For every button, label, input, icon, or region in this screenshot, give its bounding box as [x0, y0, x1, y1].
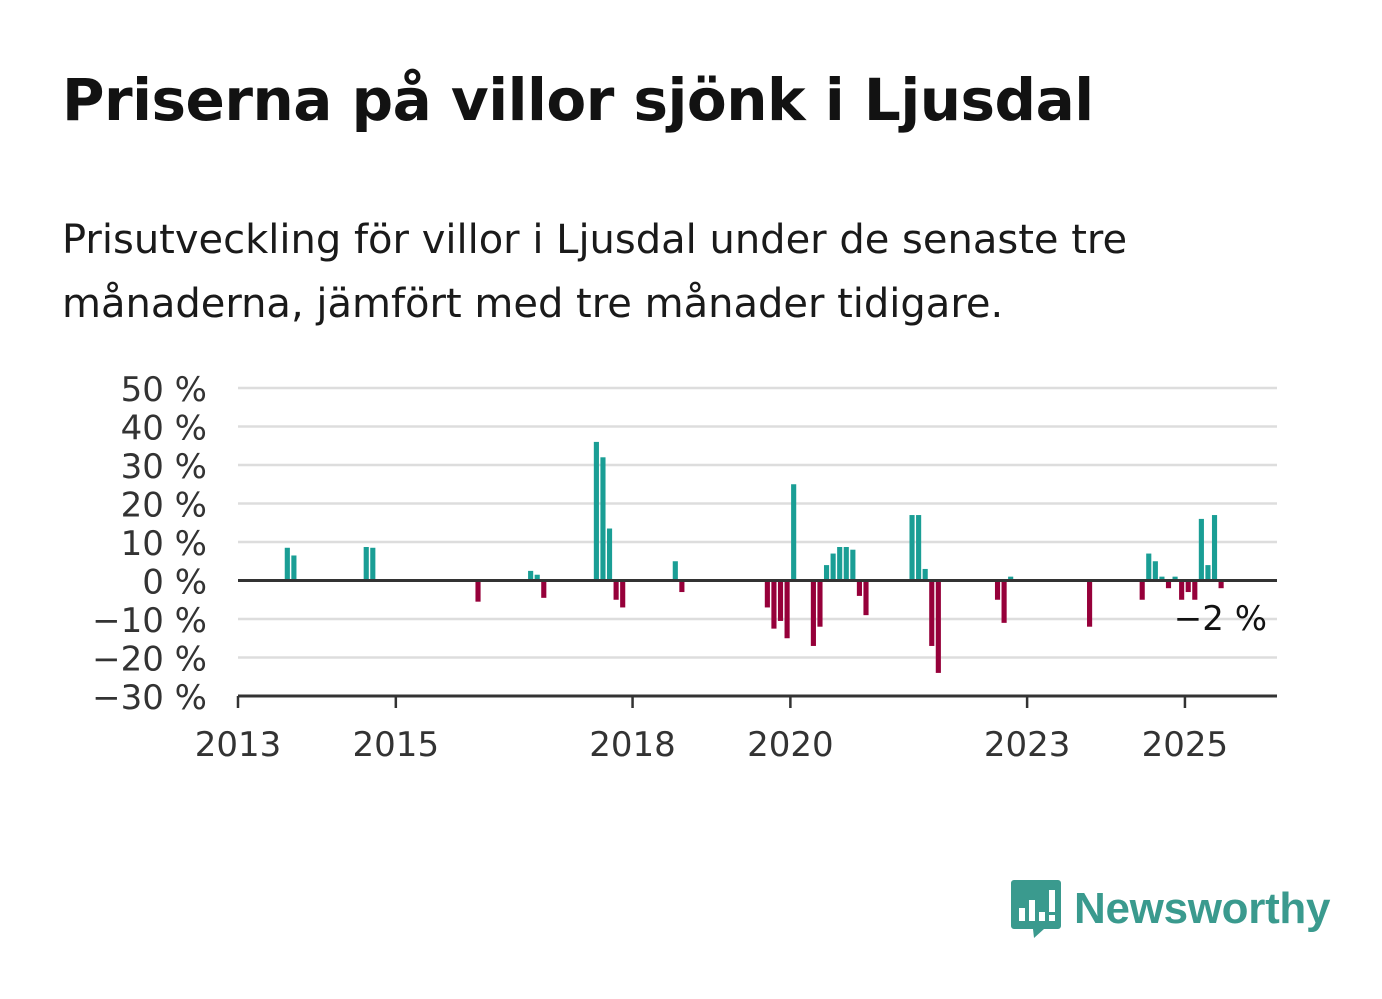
bar	[929, 580, 935, 646]
bar	[922, 568, 928, 581]
bar	[1152, 561, 1158, 581]
bar	[850, 549, 856, 581]
bar	[284, 547, 290, 581]
bar	[1087, 580, 1093, 627]
bar	[817, 580, 823, 627]
y-tick-label: 40 %	[121, 409, 207, 449]
bar	[1139, 580, 1145, 600]
bar	[291, 555, 297, 581]
bar	[1205, 565, 1211, 581]
bar	[764, 580, 770, 608]
x-tick-label: 2025	[1142, 725, 1229, 765]
x-tick-label: 2013	[195, 725, 282, 765]
bar	[1192, 580, 1198, 600]
page-title: Priserna på villor sjönk i Ljusdal	[62, 66, 1094, 134]
y-tick-label: −10 %	[92, 601, 207, 641]
x-tick-label: 2020	[747, 725, 834, 765]
bar	[810, 580, 816, 646]
y-tick-label: 30 %	[121, 447, 207, 487]
x-tick-label: 2018	[589, 725, 676, 765]
bar	[843, 547, 849, 581]
bar	[909, 515, 915, 581]
bar	[679, 580, 685, 593]
bar	[534, 574, 540, 581]
bar	[672, 561, 678, 581]
bar	[1159, 576, 1165, 581]
bar	[593, 441, 599, 581]
y-tick-label: 10 %	[121, 524, 207, 564]
y-tick-label: 50 %	[121, 370, 207, 410]
bar	[1198, 518, 1204, 581]
x-tick-label: 2015	[353, 725, 440, 765]
bar	[620, 580, 626, 608]
page-subtitle: Prisutveckling för villor i Ljusdal unde…	[62, 217, 1128, 327]
bar	[1008, 576, 1014, 581]
x-tick-label: 2023	[984, 725, 1071, 765]
bar	[1185, 580, 1191, 593]
y-tick-label: −20 %	[92, 640, 207, 680]
bar	[475, 580, 481, 602]
bar	[370, 547, 376, 581]
y-tick-label: 20 %	[121, 486, 207, 526]
bar	[1211, 515, 1218, 581]
brand-name: Newsworthy	[1074, 884, 1331, 933]
bar	[363, 547, 369, 581]
axes	[236, 579, 1277, 708]
bar	[863, 580, 869, 616]
y-tick-label: 0 %	[142, 563, 207, 603]
newsworthy-logo-icon	[1011, 880, 1061, 938]
bar	[541, 580, 547, 598]
bar	[771, 580, 777, 629]
grid-lines	[238, 386, 1277, 659]
bar	[1179, 580, 1185, 600]
bar	[613, 580, 619, 600]
bar	[823, 565, 830, 581]
bar	[606, 528, 613, 581]
bar	[1172, 576, 1178, 581]
bar	[528, 570, 534, 581]
bar	[994, 580, 1001, 600]
bar	[784, 580, 790, 639]
bars	[284, 441, 1224, 673]
bar	[1218, 580, 1224, 589]
bar	[935, 580, 941, 673]
bar	[830, 553, 836, 581]
bar	[1165, 580, 1172, 589]
bar	[837, 547, 843, 581]
bar	[1001, 580, 1007, 623]
bar	[856, 580, 862, 596]
axis-labels: 50 %40 %30 %20 %10 %0 %−10 %−20 %−30 % 20…	[92, 370, 1267, 765]
bar	[600, 457, 606, 581]
brand-logo: Newsworthy	[1010, 878, 1330, 940]
bar	[1146, 553, 1152, 581]
latest-value-annotation: −2 %	[1174, 599, 1267, 639]
bar	[777, 580, 784, 621]
bar	[791, 484, 797, 581]
bar	[916, 515, 922, 581]
y-tick-label: −30 %	[92, 678, 207, 718]
